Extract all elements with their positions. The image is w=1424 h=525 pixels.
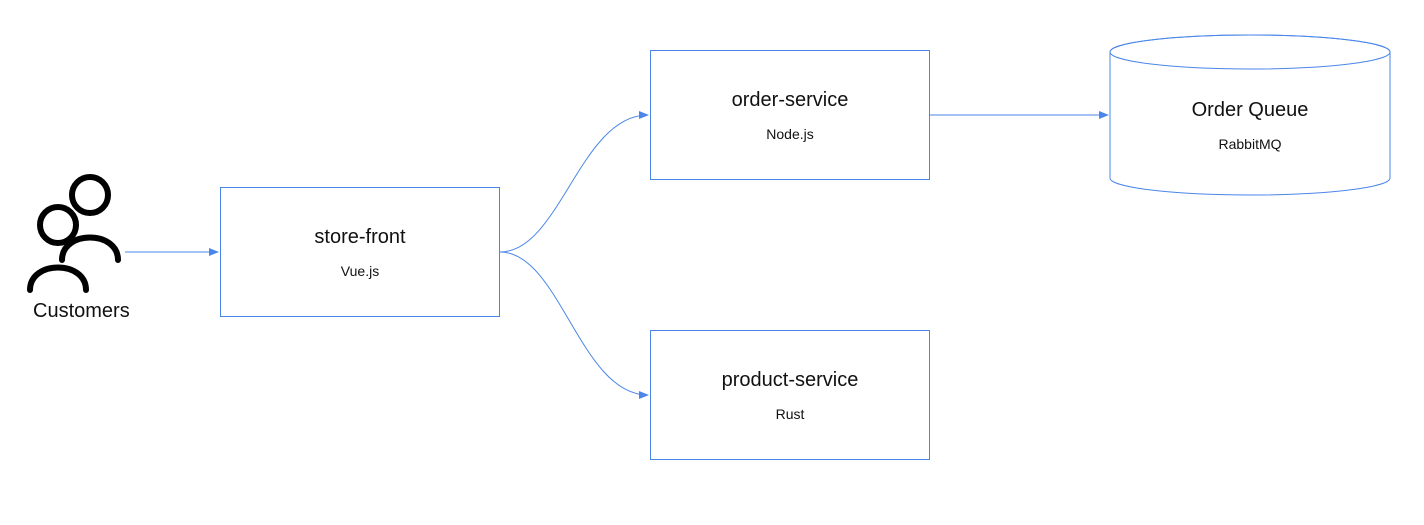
node-order-queue: Order Queue RabbitMQ xyxy=(1110,60,1390,190)
store-front-subtitle: Vue.js xyxy=(341,263,379,279)
order-queue-title: Order Queue xyxy=(1192,99,1309,122)
order-queue-subtitle: RabbitMQ xyxy=(1218,136,1281,152)
product-service-subtitle: Rust xyxy=(776,406,805,422)
edge-storefront-productservice xyxy=(500,252,648,395)
edge-storefront-orderservice xyxy=(500,115,648,252)
product-service-title: product-service xyxy=(722,369,859,392)
customers-label: Customers xyxy=(33,300,130,323)
order-service-title: order-service xyxy=(732,89,849,112)
customers-icon xyxy=(30,177,118,290)
diagram-canvas: Customers store-front Vue.js order-servi… xyxy=(0,0,1424,525)
node-order-service: order-service Node.js xyxy=(650,50,930,180)
store-front-title: store-front xyxy=(314,226,405,249)
node-store-front: store-front Vue.js xyxy=(220,187,500,317)
node-product-service: product-service Rust xyxy=(650,330,930,460)
order-service-subtitle: Node.js xyxy=(766,126,813,142)
